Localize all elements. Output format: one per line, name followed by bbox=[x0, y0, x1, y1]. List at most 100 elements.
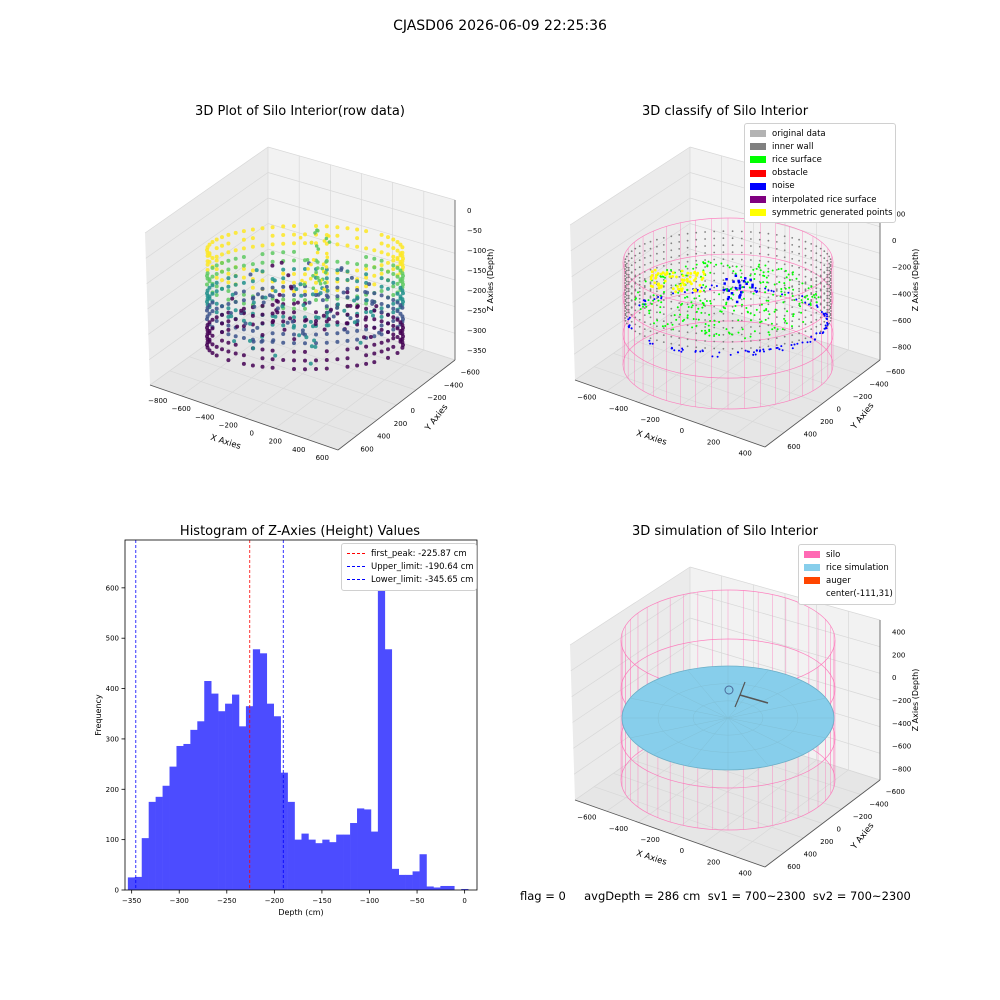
raw-data-point bbox=[210, 317, 215, 322]
z-tick-label: −100 bbox=[467, 247, 486, 255]
inner-wall-point bbox=[828, 297, 831, 300]
noise-point bbox=[762, 348, 765, 351]
rice-surface-point bbox=[666, 323, 669, 326]
x-tick-label: 400 bbox=[292, 446, 305, 454]
raw-data-point bbox=[345, 278, 350, 282]
rice-surface-point bbox=[713, 335, 716, 337]
symmetric-point bbox=[702, 272, 706, 276]
raw-data-point bbox=[279, 260, 284, 265]
inner-wall-point bbox=[704, 287, 706, 289]
raw-data-point bbox=[270, 259, 275, 264]
rice-surface-point bbox=[807, 298, 809, 301]
raw-data-point bbox=[250, 227, 255, 232]
raw-data-point bbox=[303, 232, 307, 237]
rice-surface-point bbox=[762, 274, 765, 277]
rice-surface-point bbox=[708, 328, 711, 331]
z-tick-label: 0 bbox=[467, 207, 471, 215]
x-axis-line bbox=[149, 384, 339, 451]
inner-wall-point bbox=[826, 276, 829, 279]
rice-surface-point bbox=[744, 337, 746, 340]
noise-point bbox=[729, 353, 732, 356]
histogram-bar bbox=[211, 693, 219, 890]
inner-wall-point bbox=[758, 252, 761, 255]
symmetric-point bbox=[686, 279, 689, 283]
inner-wall-point bbox=[625, 311, 628, 314]
raw-data-point bbox=[271, 319, 276, 323]
z-tick-label: 400 bbox=[892, 628, 905, 636]
rice-surface-point bbox=[765, 285, 767, 288]
noise-point bbox=[781, 349, 784, 352]
legend-swatch bbox=[750, 196, 766, 204]
legend-label: symmetric generated points bbox=[772, 207, 893, 218]
rice-surface-point bbox=[750, 319, 752, 322]
y-tick-label: 600 bbox=[106, 584, 119, 592]
raw-data-point bbox=[214, 284, 219, 289]
inner-wall-point bbox=[662, 237, 665, 239]
inner-wall-point bbox=[829, 300, 832, 303]
inner-wall-point bbox=[791, 327, 794, 329]
rice-surface-point bbox=[702, 284, 705, 286]
symmetric-point bbox=[702, 270, 705, 274]
y-tick-label: 0 bbox=[411, 407, 415, 415]
raw-data-point bbox=[364, 275, 369, 280]
x-tick-label: 400 bbox=[738, 449, 751, 457]
raw-data-point bbox=[207, 277, 212, 282]
inner-wall-point bbox=[638, 273, 641, 276]
legend-swatch bbox=[750, 182, 766, 190]
raw-data-point bbox=[205, 268, 210, 272]
noise-point bbox=[638, 304, 641, 307]
x-tick-label: 0 bbox=[462, 897, 466, 905]
raw-data-point bbox=[363, 290, 368, 294]
noise-point bbox=[826, 315, 829, 318]
noise-point bbox=[820, 311, 823, 313]
y-tick-label: 200 bbox=[394, 420, 407, 428]
inner-wall-point bbox=[678, 309, 681, 311]
inner-wall-point bbox=[823, 320, 826, 323]
raw-data-point bbox=[395, 257, 400, 262]
raw-data-point bbox=[335, 294, 340, 299]
rice-surface-point bbox=[652, 294, 655, 297]
inner-wall-point bbox=[826, 308, 829, 311]
raw-data-point bbox=[335, 277, 340, 281]
inner-wall-point bbox=[828, 273, 831, 276]
rice-surface-point bbox=[675, 318, 678, 321]
inner-wall-point bbox=[828, 315, 831, 318]
inner-wall-point bbox=[686, 232, 689, 235]
inner-wall-point bbox=[798, 318, 800, 321]
symmetric-point bbox=[683, 278, 686, 282]
histogram-bar bbox=[197, 721, 205, 890]
z-axis-label: Z Axies (Depth) bbox=[486, 249, 495, 312]
raw-data-point bbox=[345, 269, 350, 274]
noise-point bbox=[696, 288, 699, 291]
raw-data-point bbox=[395, 281, 400, 286]
inner-wall-point bbox=[722, 237, 725, 240]
inner-wall-point bbox=[826, 297, 829, 300]
noise-point bbox=[683, 291, 686, 294]
inner-wall-point bbox=[758, 245, 761, 248]
legend-item-center: center(-111,31) bbox=[804, 588, 893, 601]
inner-wall-point bbox=[634, 303, 637, 306]
raw-data-point bbox=[303, 367, 307, 372]
inner-wall-point bbox=[798, 273, 800, 276]
raw-data-point bbox=[386, 269, 390, 274]
raw-data-point bbox=[207, 320, 212, 325]
x-tick-label: 200 bbox=[269, 438, 282, 446]
inner-wall-point bbox=[819, 254, 822, 257]
raw-data-point bbox=[250, 285, 255, 290]
inner-wall-point bbox=[704, 340, 706, 342]
grid-line bbox=[571, 197, 691, 277]
inner-wall-point bbox=[731, 237, 734, 240]
inner-wall-point bbox=[775, 344, 778, 346]
raw-data-point bbox=[342, 308, 347, 313]
raw-data-point bbox=[260, 356, 265, 361]
raw-data-point bbox=[349, 275, 354, 280]
inner-wall-point bbox=[624, 300, 627, 303]
rice-surface-point bbox=[718, 321, 721, 323]
rice-surface-point bbox=[784, 319, 787, 322]
inner-wall-point bbox=[798, 339, 800, 342]
inner-wall-point bbox=[649, 254, 652, 257]
rice-surface-point bbox=[772, 293, 775, 296]
inner-wall-point bbox=[828, 276, 831, 279]
raw-data-point bbox=[391, 327, 396, 332]
